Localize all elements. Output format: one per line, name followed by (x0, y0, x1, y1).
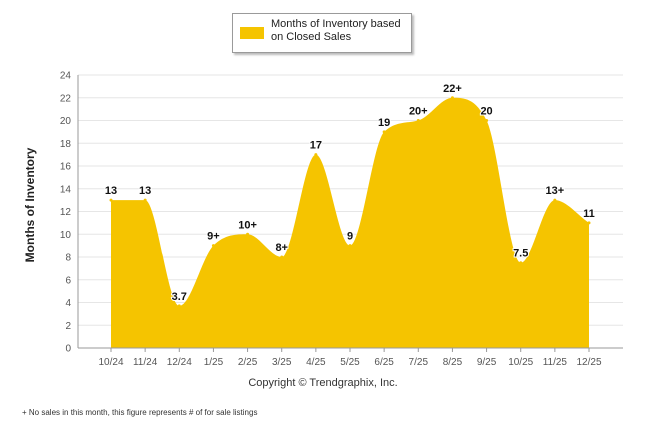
data-point (109, 198, 113, 202)
y-tick-label: 6 (65, 275, 71, 286)
footnote: + No sales in this month, this figure re… (22, 408, 258, 417)
series-area (111, 97, 589, 348)
x-tick-label: 10/24 (98, 357, 123, 368)
y-tick-label: 14 (60, 184, 72, 195)
data-point (587, 221, 591, 225)
x-tick-label: 12/24 (167, 357, 192, 368)
x-tick-label: 6/25 (374, 357, 394, 368)
data-label: 9+ (207, 231, 220, 243)
data-label: 10+ (238, 219, 257, 231)
x-tick-label: 3/25 (272, 357, 292, 368)
data-point (177, 304, 181, 308)
x-tick-label: 2/25 (238, 357, 258, 368)
x-tick-label: 4/25 (306, 357, 326, 368)
y-tick-label: 22 (60, 93, 72, 104)
data-label: 9 (347, 231, 353, 243)
y-tick-label: 2 (65, 321, 71, 332)
data-label: 19 (378, 117, 390, 129)
data-label: 13 (139, 185, 151, 197)
x-tick-label: 9/25 (477, 357, 497, 368)
y-tick-label: 20 (60, 116, 72, 127)
data-label: 13 (105, 185, 117, 197)
y-tick-label: 8 (65, 253, 71, 264)
data-label: 8+ (275, 242, 288, 254)
x-tick-label: 12/25 (576, 357, 601, 368)
data-label: 11 (583, 208, 595, 220)
data-label: 13+ (546, 185, 565, 197)
legend-label: Months of Inventory based on Closed Sale… (271, 18, 401, 43)
y-tick-label: 12 (60, 207, 72, 218)
x-tick-label: 10/25 (508, 357, 533, 368)
data-label: 17 (310, 140, 322, 152)
x-tick-label: 1/25 (204, 357, 224, 368)
x-tick-label: 11/25 (543, 357, 568, 368)
data-point (382, 130, 386, 134)
data-label: 20 (480, 106, 492, 118)
data-point (246, 232, 250, 236)
legend-swatch (240, 27, 264, 39)
y-tick-label: 24 (60, 71, 72, 82)
x-tick-label: 5/25 (340, 357, 360, 368)
data-point (211, 244, 215, 248)
data-label: 22+ (443, 83, 462, 95)
x-tick-label: 7/25 (409, 357, 429, 368)
y-tick-label: 16 (60, 162, 72, 173)
y-axis-title: Months of Inventory (23, 147, 37, 263)
y-tick-label: 10 (60, 230, 72, 241)
y-tick-label: 18 (60, 139, 72, 150)
y-tick-label: 4 (65, 298, 71, 309)
x-tick-label: 8/25 (443, 357, 463, 368)
data-point (553, 198, 557, 202)
data-point (143, 198, 147, 202)
data-label: 3.7 (172, 291, 187, 303)
legend: Months of Inventory based on Closed Sale… (232, 13, 412, 53)
data-point (519, 261, 523, 265)
copyright-text: Copyright © Trendgraphix, Inc. (248, 377, 398, 389)
data-point (280, 255, 284, 259)
x-tick-label: 11/24 (133, 357, 158, 368)
data-point (416, 119, 420, 122)
data-point (314, 153, 318, 157)
data-point (485, 119, 489, 122)
data-label: 7.5 (513, 248, 528, 260)
data-point (348, 244, 352, 248)
data-point (450, 96, 454, 100)
y-tick-label: 0 (65, 344, 71, 355)
data-label: 20+ (409, 106, 428, 118)
